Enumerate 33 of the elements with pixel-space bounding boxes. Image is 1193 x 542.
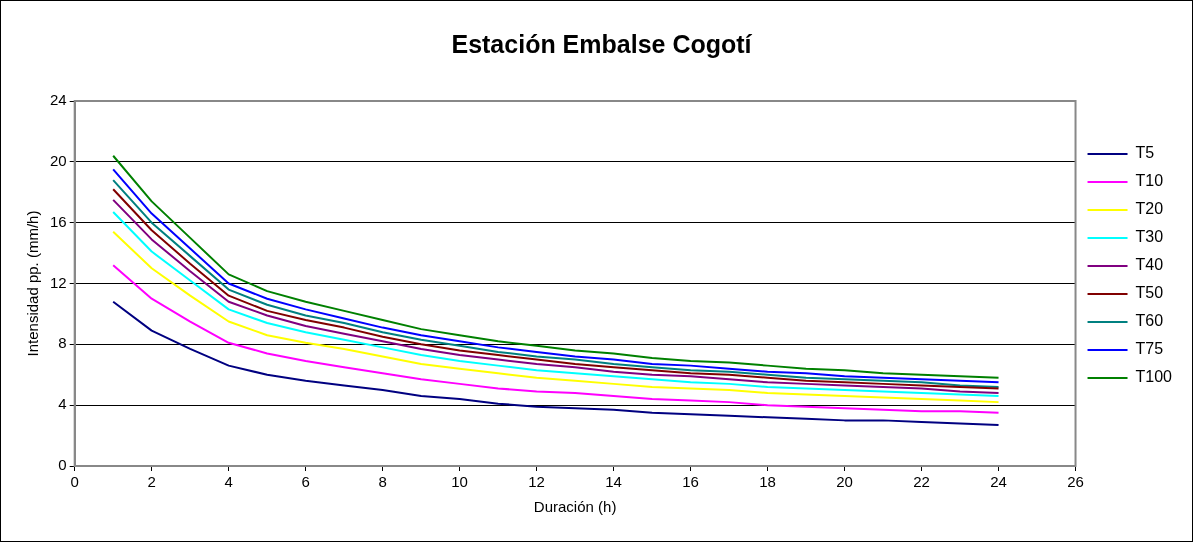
legend-label: T10 bbox=[1135, 172, 1164, 190]
legend-label: T40 bbox=[1135, 256, 1164, 274]
x-tick-label: 4 bbox=[224, 473, 233, 491]
legend-label: T100 bbox=[1135, 368, 1173, 386]
x-tick-label: 6 bbox=[301, 473, 310, 491]
chart-title: Estación Embalse Cogotí bbox=[451, 29, 753, 58]
y-tick-label: 12 bbox=[50, 273, 67, 291]
legend-label: T5 bbox=[1135, 144, 1155, 162]
legend-label: T20 bbox=[1135, 200, 1164, 218]
x-tick-label: 24 bbox=[990, 473, 1007, 491]
x-tick-label: 26 bbox=[1067, 473, 1084, 491]
x-tick-label: 0 bbox=[70, 473, 79, 491]
x-tick-label: 22 bbox=[913, 473, 930, 491]
legend-label: T50 bbox=[1135, 284, 1164, 302]
x-tick-label: 8 bbox=[378, 473, 387, 491]
y-tick-label: 4 bbox=[58, 395, 67, 413]
y-tick-label: 20 bbox=[50, 151, 67, 169]
y-axis-title: Intensidad pp. (mm/h) bbox=[24, 210, 42, 357]
y-tick-label: 8 bbox=[58, 334, 67, 352]
x-tick-label: 10 bbox=[451, 473, 468, 491]
x-tick-label: 16 bbox=[682, 473, 699, 491]
x-axis-title: Duración (h) bbox=[533, 498, 617, 516]
y-tick-label: 24 bbox=[50, 91, 67, 109]
legend-label: T75 bbox=[1135, 340, 1164, 358]
y-tick-label: 0 bbox=[58, 456, 67, 474]
x-tick-label: 20 bbox=[836, 473, 853, 491]
x-tick-label: 12 bbox=[528, 473, 545, 491]
legend-label: T30 bbox=[1135, 228, 1164, 246]
x-tick-label: 14 bbox=[605, 473, 622, 491]
x-tick-label: 18 bbox=[759, 473, 776, 491]
y-tick-label: 16 bbox=[50, 212, 67, 230]
legend-label: T60 bbox=[1135, 312, 1164, 330]
x-tick-label: 2 bbox=[147, 473, 156, 491]
